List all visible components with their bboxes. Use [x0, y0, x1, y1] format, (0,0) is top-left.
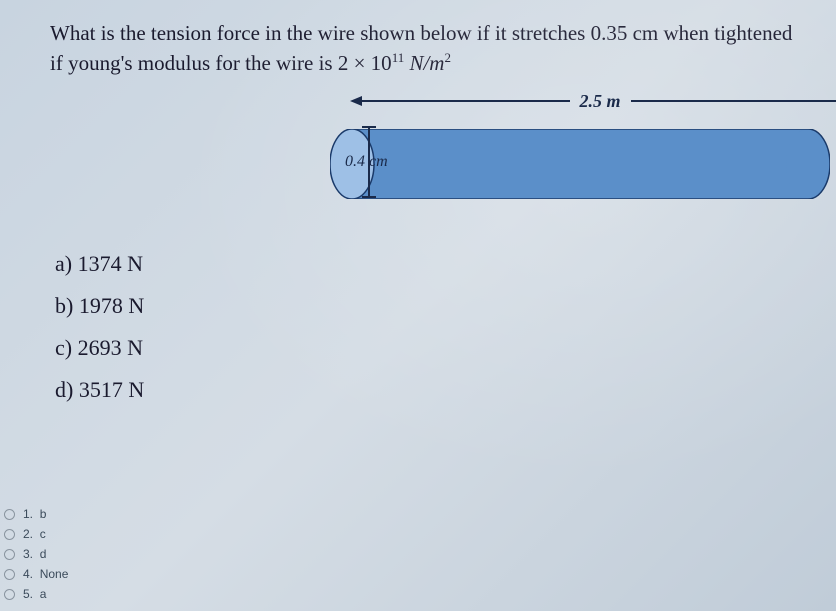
answer-list: a) 1374 N b) 1978 N c) 2693 N d) 3517 N — [0, 251, 836, 403]
wire-diagram: 2.5 m 0.4 cm — [50, 91, 806, 221]
choice-row[interactable]: 2. c — [4, 527, 68, 541]
choice-row[interactable]: 5. a — [4, 587, 68, 601]
radio-icon[interactable] — [4, 529, 15, 540]
length-dimension: 2.5 m — [350, 91, 836, 112]
choice-row[interactable]: 1. b — [4, 507, 68, 521]
choice-list: 1. b 2. c 3. d 4. None 5. a — [4, 507, 68, 607]
choice-row[interactable]: 3. d — [4, 547, 68, 561]
question-text: What is the tension force in the wire sh… — [50, 18, 806, 79]
answer-d: d) 3517 N — [55, 377, 836, 403]
answer-a: a) 1374 N — [55, 251, 836, 277]
radio-icon[interactable] — [4, 569, 15, 580]
answer-b: b) 1978 N — [55, 293, 836, 319]
radio-icon[interactable] — [4, 509, 15, 520]
question-block: What is the tension force in the wire sh… — [0, 0, 836, 221]
radio-icon[interactable] — [4, 589, 15, 600]
answer-c: c) 2693 N — [55, 335, 836, 361]
length-value: 2.5 m — [570, 91, 631, 112]
diameter-value: 0.4 cm — [345, 153, 388, 171]
wire-cylinder — [330, 129, 830, 199]
radio-icon[interactable] — [4, 549, 15, 560]
choice-row[interactable]: 4. None — [4, 567, 68, 581]
